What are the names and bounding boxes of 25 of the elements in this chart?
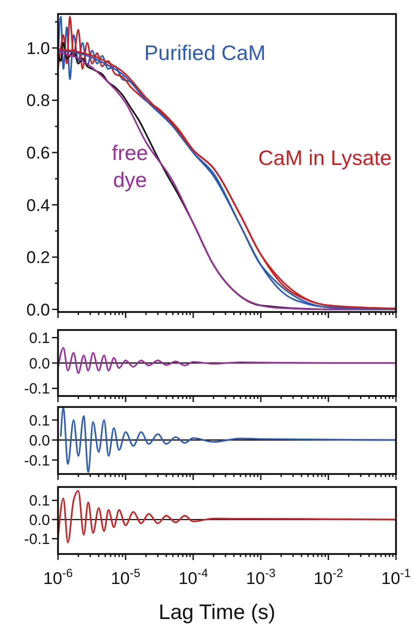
x-tick-label: 10$^{-2}$ bbox=[314, 566, 344, 588]
x-tick-label: 10$^{-3}$ bbox=[246, 566, 276, 588]
y-tick-label: -0.1 bbox=[24, 530, 50, 548]
series-label: Purified CaM bbox=[144, 42, 266, 65]
x-tick-label: 10$^{-4}$ bbox=[178, 566, 208, 588]
y-tick-label: 0.1 bbox=[29, 330, 50, 347]
y-tick-label: 0.0 bbox=[29, 512, 50, 529]
x-axis-title: Lag Time (s) bbox=[158, 601, 276, 624]
y-tick-label: 0.8 bbox=[26, 91, 50, 110]
x-tick-label: 10$^{-1}$ bbox=[381, 566, 412, 588]
y-tick-label: 0.0 bbox=[29, 355, 50, 372]
y-tick-label: -0.1 bbox=[24, 452, 50, 470]
y-tick-label: 0.1 bbox=[29, 492, 50, 510]
y-tick-label: 0.6 bbox=[26, 143, 50, 162]
y-tick-label: -0.1 bbox=[24, 380, 50, 398]
y-tick-label: 0.1 bbox=[29, 412, 50, 430]
series-label: CaM in Lysate bbox=[258, 147, 392, 170]
y-tick-label: 0.2 bbox=[26, 248, 50, 268]
y-tick-label: 0.0 bbox=[26, 300, 50, 320]
y-tick-label: 0.4 bbox=[26, 196, 50, 215]
x-tick-label: 10$^{-6}$ bbox=[43, 566, 74, 588]
y-tick-label: 0.0 bbox=[29, 432, 50, 450]
x-tick-label: 10$^{-5}$ bbox=[110, 566, 141, 588]
series-label: free dye bbox=[112, 142, 148, 192]
y-tick-label: 1.0 bbox=[26, 38, 50, 58]
